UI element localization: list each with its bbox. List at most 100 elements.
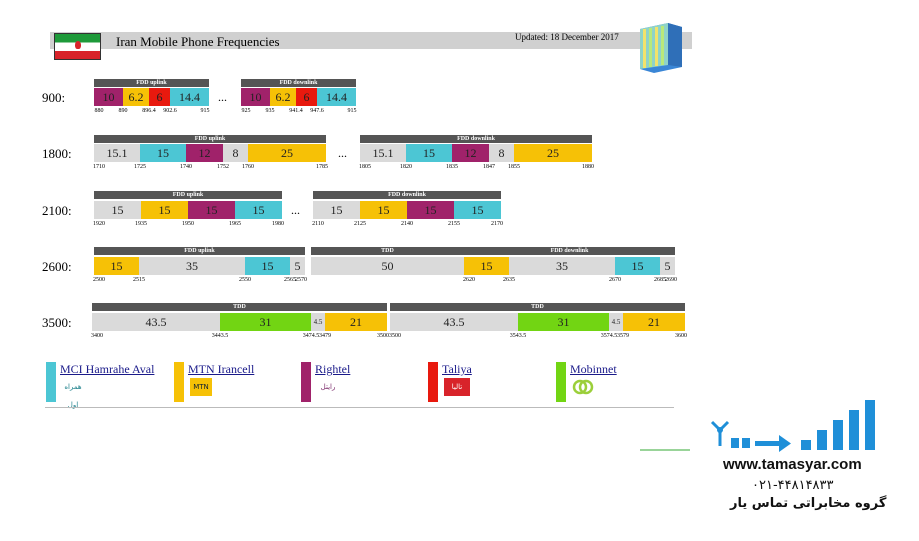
operator-link[interactable]: Taliya	[442, 362, 472, 376]
spectrum-segment: 6.2	[270, 88, 296, 106]
operator-logo-icon: تاليا	[444, 378, 470, 396]
spectrum-segment: 43.5	[92, 313, 220, 331]
spectrum-segment: 10	[241, 88, 270, 106]
signal-arrow-icon	[710, 400, 875, 452]
frequency-tick: 925	[241, 108, 251, 114]
spectrum-segment: 25	[514, 144, 592, 162]
spectrum-segment: 15.1	[94, 144, 140, 162]
frequency-tick: 2685	[654, 277, 666, 283]
frequency-tick: 1965	[229, 221, 241, 227]
spectrum-segment: 15	[141, 201, 188, 219]
operator-link[interactable]: MCI Hamrahe Aval	[60, 362, 155, 376]
spectrum-segment: 15	[188, 201, 235, 219]
legend-item: Mobinnet	[556, 362, 676, 404]
frequency-tick: 1880	[582, 164, 594, 170]
page-title: Iran Mobile Phone Frequencies	[116, 34, 280, 49]
spectrum-segment: 15	[360, 201, 407, 219]
frequency-tick: 935	[265, 108, 275, 114]
frequency-tick: 1725	[134, 164, 146, 170]
frequency-tick: 947.6	[310, 108, 324, 114]
frequency-tick: 1835	[446, 164, 458, 170]
frequency-tick: 1855	[508, 164, 520, 170]
operator-logo-icon: MTN	[190, 378, 212, 396]
frequency-tick: 2635	[503, 277, 515, 283]
spectrum-segment: 31	[518, 313, 609, 331]
operator-logo-icon: رایتل	[320, 383, 336, 391]
block-header: FDD downlink	[313, 191, 501, 199]
spectrum-segment: 15	[140, 144, 186, 162]
spectrum-segment: 4.5	[609, 313, 623, 331]
spectrum-segment: 10	[94, 88, 123, 106]
frequency-tick: 2550	[239, 277, 251, 283]
spectrum-segment: 15	[94, 201, 141, 219]
spectrum-segment: 15	[94, 257, 139, 275]
frequency-tick: 2670	[609, 277, 621, 283]
spectrum-segment: 15	[464, 257, 509, 275]
spectrum-segment: 15	[615, 257, 660, 275]
frequency-tick: 896.4	[142, 108, 156, 114]
block-header: TDD	[311, 247, 464, 255]
frequency-tick: 880	[94, 108, 104, 114]
watermark-url: www.tamasyar.com	[723, 456, 862, 473]
band-label: 3500:	[42, 315, 72, 330]
spectrum-segment: 15	[454, 201, 501, 219]
legend-color-bar	[174, 362, 184, 402]
spectrum-segment: 15	[406, 144, 452, 162]
frequency-tick: 2620	[463, 277, 475, 283]
watermark-phone: ۰۲۱-۴۴۸۱۴۸۳۳	[752, 478, 834, 493]
block-header: FDD uplink	[94, 79, 209, 87]
frequency-tick: 902.6	[163, 108, 177, 114]
frequency-tick: 3500	[377, 333, 389, 339]
block-header: FDD uplink	[94, 247, 305, 255]
legend-color-bar	[46, 362, 56, 402]
operator-logo-icon: همراه اول	[64, 383, 82, 409]
frequency-tick: 3543.5	[509, 333, 527, 339]
spectrum-segment: 35	[139, 257, 245, 275]
frequency-tick: 3443.5	[211, 333, 229, 339]
spectrum-segment: 35	[509, 257, 615, 275]
block-header: FDD downlink	[360, 135, 592, 143]
operator-link[interactable]: Rightel	[315, 362, 351, 376]
frequency-tick: 1740	[180, 164, 192, 170]
block-header: FDD downlink	[464, 247, 675, 255]
ellipsis: ...	[338, 146, 347, 160]
legend-item: MTN Irancell MTN	[174, 362, 294, 404]
frequency-tick: 915	[200, 108, 210, 114]
frequency-tick: 3400	[91, 333, 103, 339]
legend-item: MCI Hamrahe Aval همراه اول	[46, 362, 166, 409]
spectrum-segment: 50	[311, 257, 464, 275]
frequency-tick: 3500	[389, 333, 401, 339]
frequency-tick: 1760	[242, 164, 254, 170]
spectrum-segment: 6.2	[123, 88, 149, 106]
frequency-tick: 890	[118, 108, 128, 114]
spectrum-segment: 4.5	[311, 313, 325, 331]
legend-color-bar	[301, 362, 311, 402]
frequency-tick: 1820	[400, 164, 412, 170]
frequency-tick: 2140	[401, 221, 413, 227]
frequency-tick: 3479	[319, 333, 331, 339]
frequency-tick: 915	[347, 108, 357, 114]
legend-item: Taliya تاليا	[428, 362, 548, 404]
frequency-tick: 2125	[354, 221, 366, 227]
spectrum-segment: 6	[149, 88, 170, 106]
frequency-tick: 2690	[665, 277, 677, 283]
tamasyar-watermark: www.tamasyar.com ۰۲۱-۴۴۸۱۴۸۳۳ گروه مخابر…	[700, 398, 900, 523]
ellipsis: ...	[291, 203, 300, 217]
spectrum-segment: 6	[296, 88, 317, 106]
frequency-tick: 3579	[617, 333, 629, 339]
spectrum-segment: 15	[407, 201, 454, 219]
spectrum-segment: 15.1	[360, 144, 406, 162]
frequency-tick: 2170	[491, 221, 503, 227]
frequency-tick: 3600	[675, 333, 687, 339]
frequency-tick: 2570	[295, 277, 307, 283]
spectrum-segment: 43.5	[390, 313, 518, 331]
operator-logo-icon	[572, 378, 594, 396]
frequency-tick: 941.4	[289, 108, 303, 114]
operator-link[interactable]: Mobinnet	[570, 362, 617, 376]
block-header: TDD	[390, 303, 685, 311]
spectrum-segment: 12	[452, 144, 489, 162]
operator-link[interactable]: MTN Irancell	[188, 362, 255, 376]
legend-item: Rightel رایتل	[301, 362, 421, 404]
header-bar	[50, 32, 692, 49]
spectrum-segment: 12	[186, 144, 223, 162]
